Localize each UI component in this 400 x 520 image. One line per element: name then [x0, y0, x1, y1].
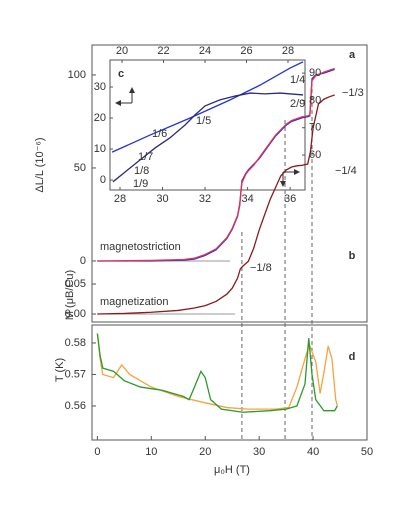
data-line: [112, 92, 304, 183]
data-line: [97, 94, 335, 315]
x2-tick-label: 20: [116, 45, 128, 57]
y-tick-label: 0.00: [65, 308, 86, 320]
annotation: 2/9: [290, 98, 305, 110]
annotation: magnetostriction: [100, 241, 181, 253]
y-tick-label: 0.58: [65, 337, 86, 349]
panel-label: c: [118, 68, 124, 80]
y-tick-label: 0.05: [65, 278, 86, 290]
annotation: −1/4: [335, 165, 357, 177]
y2-tick-label: 80: [309, 94, 321, 106]
x2-tick-label: 26: [240, 45, 252, 57]
y-tick-label: 0.56: [65, 400, 86, 412]
annotation: 1/8: [134, 165, 149, 177]
data-line: [111, 61, 304, 153]
y-tick-label: 50: [74, 162, 86, 174]
data-line: [96, 333, 338, 413]
y2-tick-label: 70: [309, 122, 321, 134]
y2-tick-label: 90: [309, 67, 321, 79]
x-axis-label: μ₀H (T): [214, 464, 250, 476]
x-tick-label: 30: [253, 446, 265, 458]
y-tick-label: 0: [80, 255, 86, 267]
x2-tick-label: 22: [157, 45, 169, 57]
data-line: [96, 333, 338, 410]
panel-label: b: [349, 250, 356, 262]
annotation: magnetization: [100, 296, 169, 308]
x-tick-label: 20: [199, 446, 211, 458]
x-tick-label: 50: [361, 446, 373, 458]
x2-tick-label: 28: [282, 45, 294, 57]
annotation: 1/4: [290, 74, 305, 86]
annotation: −1/3: [342, 87, 364, 99]
y-axis-label: M (μB/Cu): [64, 270, 76, 320]
x-tick-label: 10: [145, 446, 157, 458]
annotation: 1/5: [196, 115, 211, 127]
data-line: [97, 67, 335, 262]
annotation: 1/6: [152, 128, 167, 140]
annotation: −1/8: [250, 262, 272, 274]
y-axis-label: T (K): [54, 358, 66, 382]
y-tick-label: 20: [94, 112, 106, 124]
y2-tick-label: 60: [309, 149, 321, 161]
annotation: 1/7: [138, 151, 153, 163]
x-tick-label: 34: [241, 193, 253, 205]
panel-ab-frame: [91, 44, 368, 323]
panel-label: d: [349, 351, 356, 363]
inset-frame: [109, 59, 306, 191]
x-tick-label: 36: [284, 193, 296, 205]
y-tick-label: 0.57: [65, 368, 86, 380]
panel-d-frame: [91, 324, 368, 441]
y-tick-label: 0: [100, 174, 106, 186]
x-tick-label: 30: [156, 193, 168, 205]
x2-tick-label: 24: [199, 45, 211, 57]
x-tick-label: 32: [199, 193, 211, 205]
x-tick-label: 0: [94, 446, 100, 458]
annotation: 1/9: [133, 178, 148, 190]
panel-label: a: [349, 49, 356, 61]
y-tick-label: 100: [68, 69, 86, 81]
x-tick-label: 28: [114, 193, 126, 205]
y-axis-label: ΔL/L (10⁻⁶): [34, 137, 46, 192]
y-tick-label: 10: [94, 143, 106, 155]
x-tick-label: 40: [307, 446, 319, 458]
y-tick-label: 30: [94, 81, 106, 93]
